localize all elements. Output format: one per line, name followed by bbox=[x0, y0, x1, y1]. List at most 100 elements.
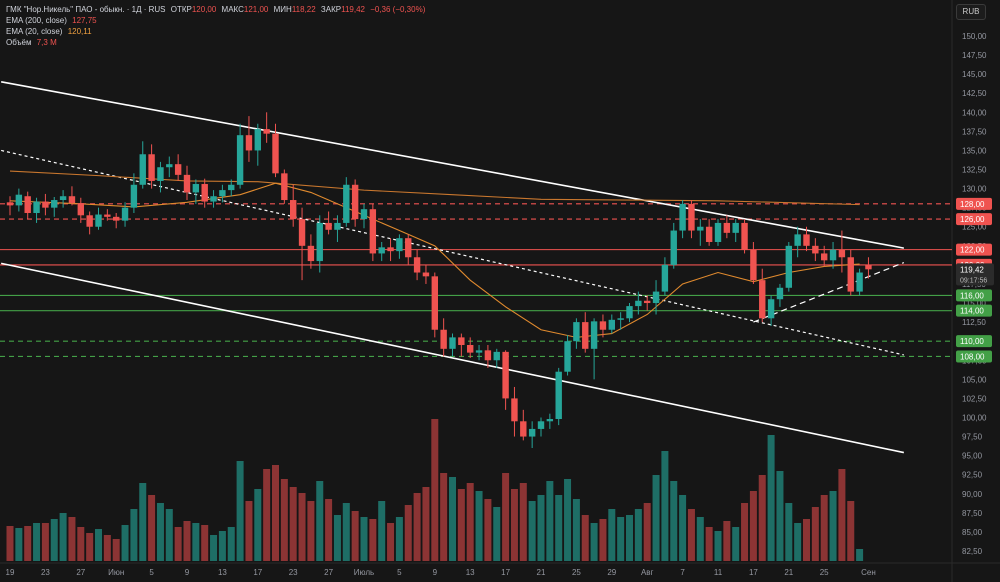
candle-body bbox=[661, 264, 669, 292]
volume-bar bbox=[732, 527, 740, 561]
volume-bar bbox=[484, 499, 492, 561]
volume-bar bbox=[856, 549, 864, 561]
ohlc-low-value: 118,22 bbox=[291, 5, 316, 14]
volume-bar bbox=[263, 469, 271, 561]
time-axis[interactable]: 19 23 27 Июн 5 9 13 17 23 27 Июль 5 9 13 17 21 25 29 Авг 7 1… bbox=[6, 568, 876, 577]
volume-bar bbox=[564, 479, 572, 561]
volume-bars bbox=[6, 419, 864, 561]
candle-body bbox=[537, 421, 545, 429]
time-tick-label: 25 bbox=[820, 568, 829, 577]
volume-bar bbox=[723, 521, 731, 561]
price-tick-label: 132,50 bbox=[962, 166, 987, 175]
level-price-tag-label: 116,00 bbox=[960, 291, 984, 300]
candle-body bbox=[174, 164, 182, 175]
candle-body bbox=[732, 222, 739, 233]
time-tick-label: 21 bbox=[537, 568, 546, 577]
volume-bar bbox=[599, 519, 607, 561]
candle-body bbox=[440, 329, 447, 349]
volume-bar bbox=[316, 481, 324, 561]
price-axis[interactable]: 150,00 147,50 145,00 142,50 140,00 137,50 135,… bbox=[962, 32, 987, 556]
time-tick-label: 7 bbox=[680, 568, 685, 577]
candle-body bbox=[254, 129, 261, 151]
indicator-label: EMA (200, close) bbox=[6, 16, 67, 25]
indicator-label: Объём bbox=[6, 38, 32, 47]
candle-body bbox=[821, 253, 828, 261]
ohlc-close-value: 119,42 bbox=[341, 5, 365, 14]
candle-body bbox=[68, 196, 76, 204]
price-tick-label: 147,50 bbox=[962, 51, 987, 60]
time-tick-label: 17 bbox=[253, 568, 262, 577]
volume-bar bbox=[413, 493, 421, 561]
ema200-line bbox=[9, 170, 860, 206]
volume-bar bbox=[546, 481, 554, 561]
price-tick-label: 87,50 bbox=[962, 509, 983, 518]
volume-bar bbox=[679, 495, 687, 561]
volume-bar bbox=[466, 483, 474, 561]
candle-body bbox=[77, 203, 84, 216]
candlesticks bbox=[6, 112, 872, 448]
level-price-tag-label: 110,00 bbox=[960, 337, 984, 346]
candle-body bbox=[325, 222, 332, 230]
candle-body bbox=[502, 351, 509, 399]
volume-bar bbox=[139, 483, 147, 561]
candle-body bbox=[644, 300, 651, 304]
level-price-tag bbox=[956, 197, 992, 210]
indicator-volume[interactable]: Объём 7,3 M bbox=[6, 37, 425, 48]
time-tick-label: 13 bbox=[218, 568, 227, 577]
candle-body bbox=[759, 280, 766, 319]
volume-bar bbox=[307, 501, 315, 561]
volume-bar bbox=[183, 521, 191, 561]
price-tick-label: 150,00 bbox=[962, 32, 987, 41]
volume-bar bbox=[351, 511, 359, 561]
candle-body bbox=[378, 247, 385, 254]
volume-bar bbox=[449, 477, 456, 561]
candle-body bbox=[396, 238, 403, 252]
candle-body bbox=[413, 257, 421, 273]
candle-body bbox=[865, 264, 872, 270]
level-price-tag bbox=[956, 289, 992, 302]
candle-body bbox=[281, 173, 288, 201]
price-tick-label: 140,00 bbox=[962, 108, 987, 117]
candle-body bbox=[617, 318, 624, 320]
volume-bar bbox=[236, 461, 244, 561]
change-value: −0,36 (−0,30%) bbox=[370, 5, 426, 14]
volume-bar bbox=[218, 531, 226, 561]
volume-bar bbox=[749, 491, 757, 561]
time-tick-label: 9 bbox=[433, 568, 438, 577]
price-tick-label: 135,00 bbox=[962, 146, 987, 155]
candle-body bbox=[431, 276, 438, 330]
volume-bar bbox=[714, 531, 722, 561]
candle-body bbox=[670, 230, 677, 265]
candle-body bbox=[290, 200, 297, 220]
volume-bar bbox=[148, 495, 156, 561]
candle-body bbox=[599, 321, 607, 330]
indicator-ema20[interactable]: EMA (20, close) 120,11 bbox=[6, 26, 425, 37]
volume-bar bbox=[24, 526, 32, 561]
volume-bar bbox=[41, 523, 49, 561]
time-tick-label: 29 bbox=[607, 568, 616, 577]
candle-body bbox=[33, 201, 40, 214]
price-tick-label: 112,50 bbox=[962, 318, 986, 327]
level-price-tag bbox=[956, 335, 992, 348]
ohlc-open-label: ОТКР bbox=[170, 5, 192, 14]
candle-body bbox=[24, 196, 31, 214]
volume-bar bbox=[537, 495, 545, 561]
price-tick-label: 85,00 bbox=[962, 528, 983, 537]
currency-button[interactable]: RUB bbox=[956, 4, 986, 20]
candle-body bbox=[785, 245, 792, 288]
candle-body bbox=[697, 226, 704, 231]
indicator-ema200[interactable]: EMA (200, close) 127,75 bbox=[6, 15, 425, 26]
trendline bbox=[1, 80, 904, 249]
indicator-value: 127,75 bbox=[72, 16, 97, 25]
candle-body bbox=[812, 245, 819, 254]
trendline bbox=[753, 262, 905, 323]
indicator-value: 7,3 M bbox=[36, 38, 57, 47]
volume-bar bbox=[227, 527, 235, 561]
candle-body bbox=[405, 238, 412, 258]
candle-body bbox=[183, 174, 191, 193]
trendline bbox=[1, 149, 904, 356]
volume-bar bbox=[342, 503, 350, 561]
time-tick-label: 21 bbox=[784, 568, 793, 577]
volume-bar bbox=[192, 523, 200, 561]
